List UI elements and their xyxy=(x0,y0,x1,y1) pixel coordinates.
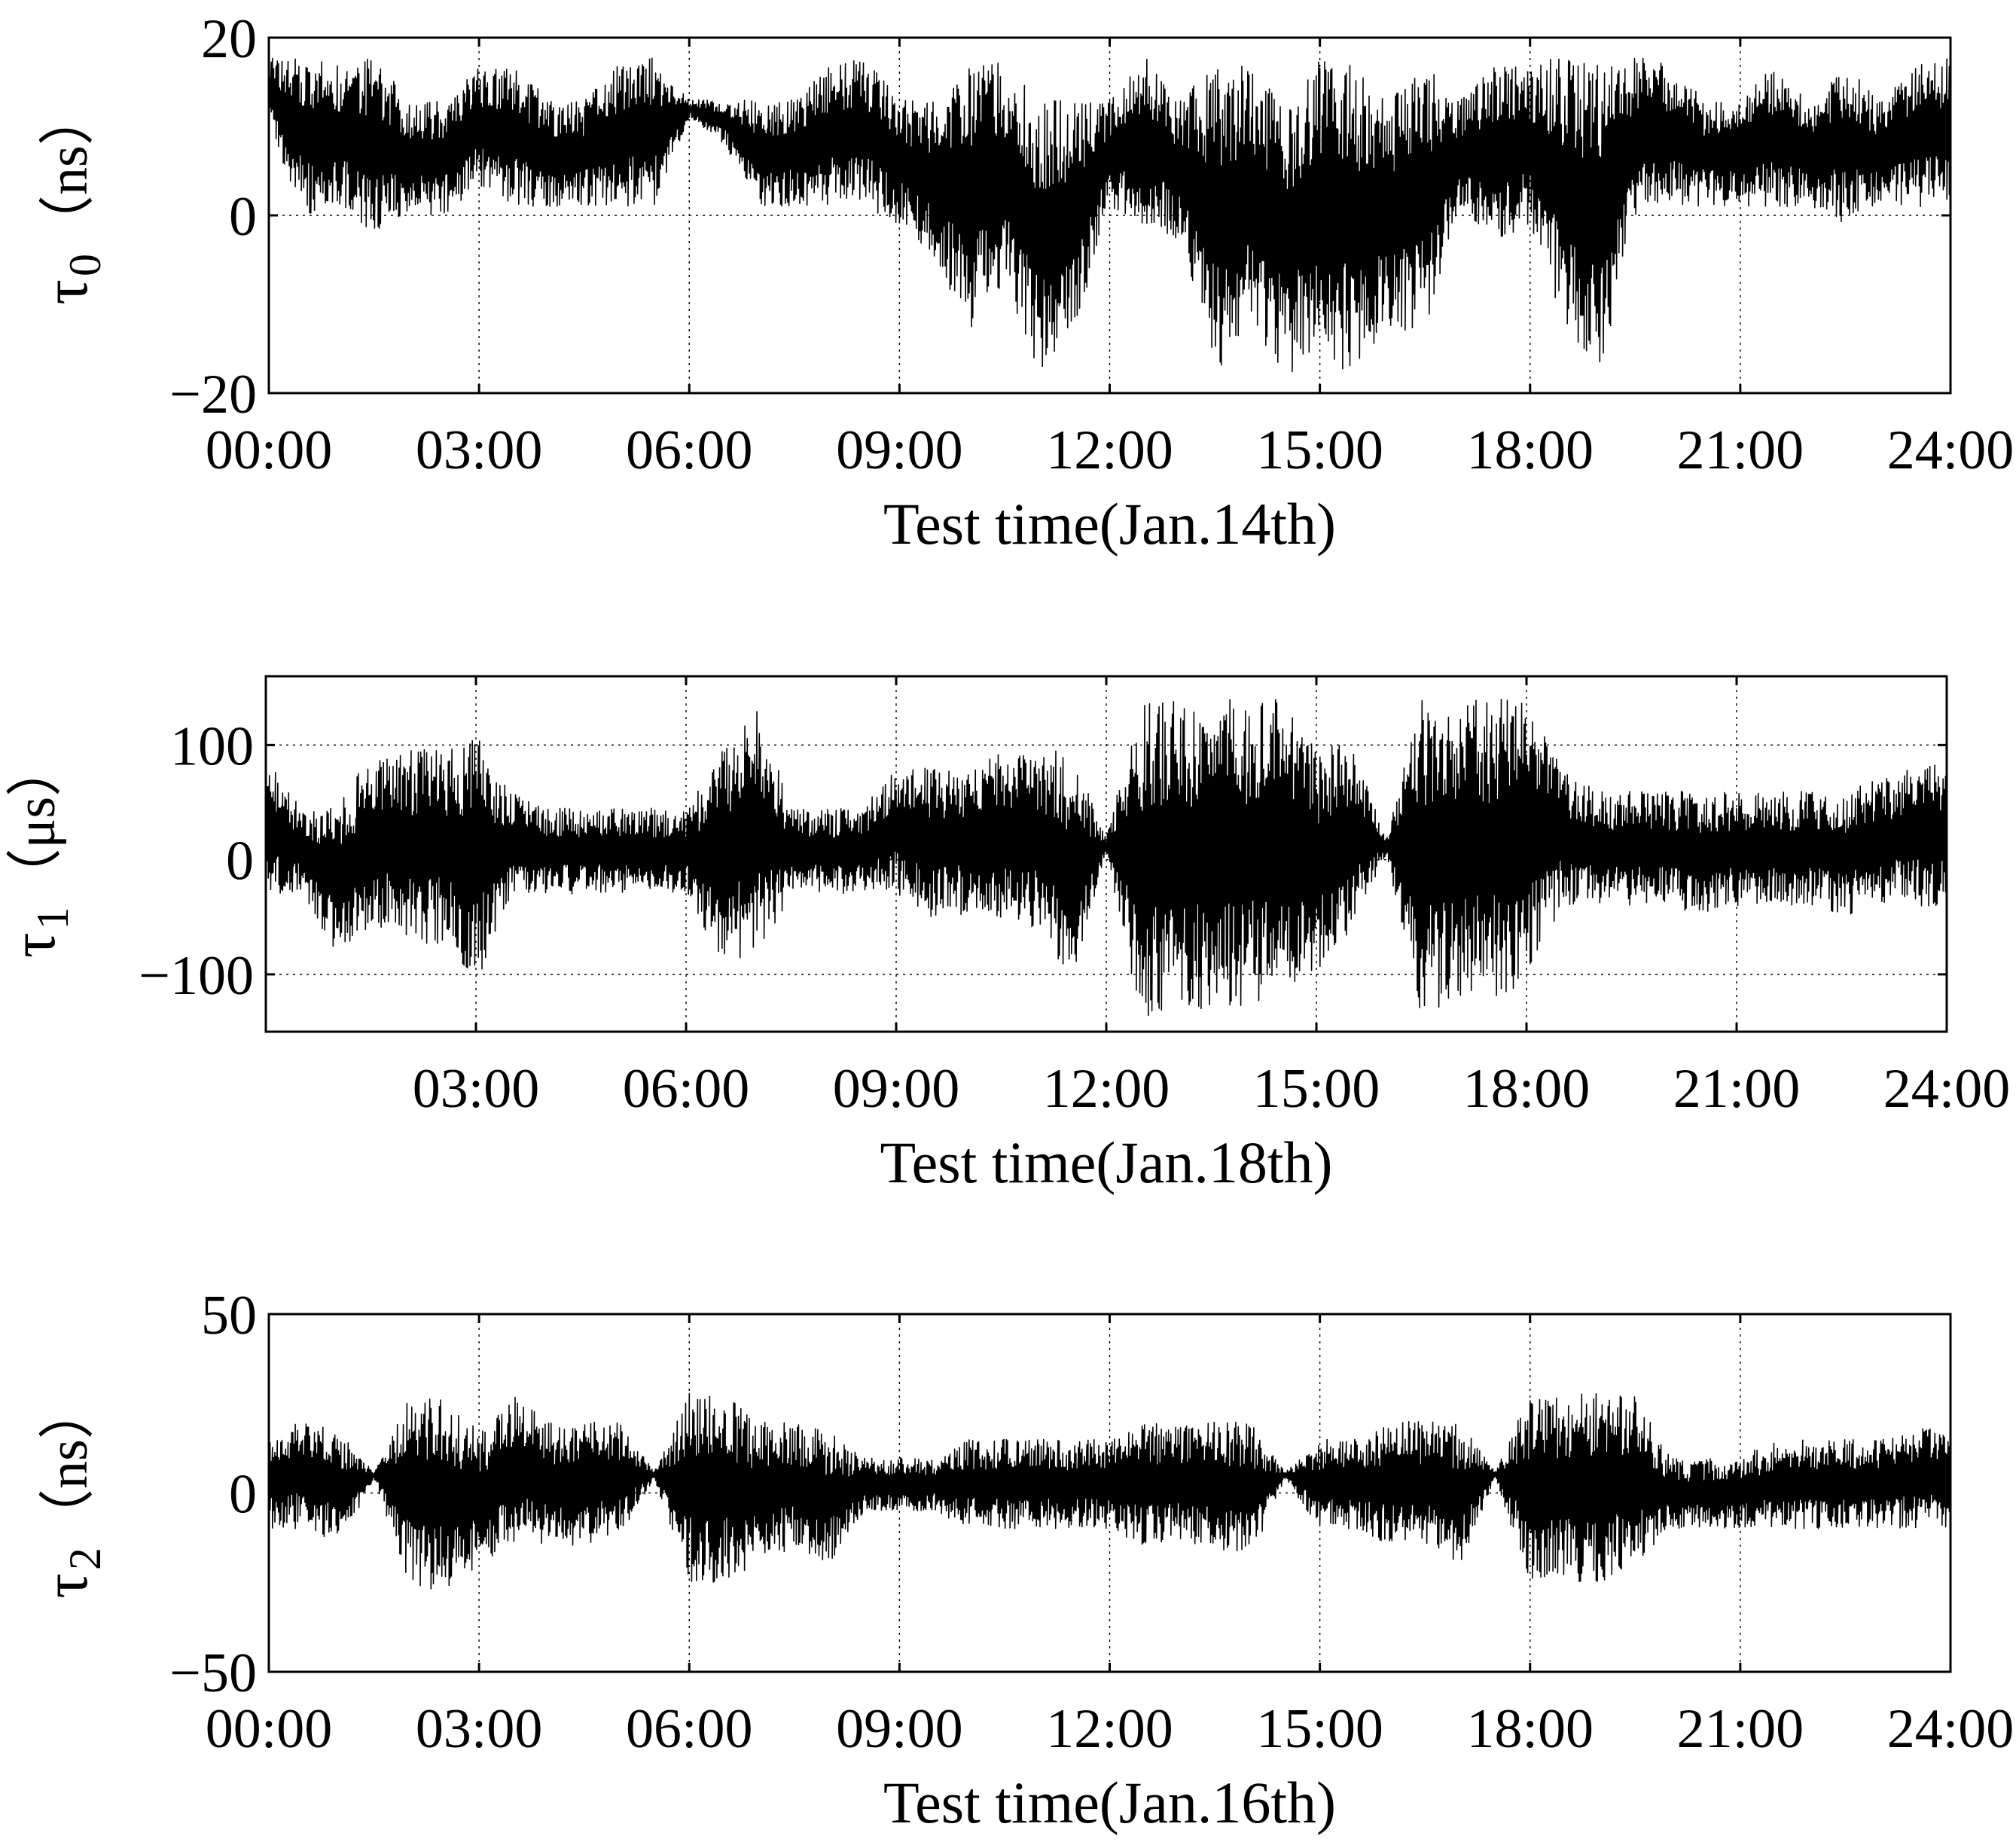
y-tick-label: 20 xyxy=(201,8,257,70)
y-axis-symbol: τ xyxy=(31,1573,101,1599)
y-axis-title: τ 0 （ns） xyxy=(31,90,110,305)
x-tick-label: 21:00 xyxy=(1677,419,1804,481)
x-tick-label: 15:00 xyxy=(1253,1058,1380,1120)
y-tick-labels: 50 0 −50 xyxy=(169,1285,257,1704)
y-tick-label: 0 xyxy=(229,186,257,248)
x-tick-label: 12:00 xyxy=(1046,419,1173,481)
grid xyxy=(269,38,1950,393)
x-tick-label: 06:00 xyxy=(626,1698,753,1760)
x-tick-labels: 00:00 03:00 06:00 09:00 12:00 15:00 18:00 21:00… xyxy=(206,1698,2014,1760)
x-tick-label: 12:00 xyxy=(1046,1698,1173,1760)
y-tick-labels: 20 0 −20 xyxy=(169,8,257,425)
x-tick-labels: 00:00 03:00 06:00 09:00 12:00 15:00 18:00 21:00… xyxy=(206,419,2014,481)
x-tick-label: 03:00 xyxy=(416,419,543,481)
x-tick-label: 03:00 xyxy=(413,1058,540,1120)
y-tick-label: −50 xyxy=(169,1642,257,1704)
x-tick-labels: 03:00 06:00 09:00 12:00 15:00 18:00 21:00 24:00 xyxy=(413,1058,2011,1120)
x-tick-label: 03:00 xyxy=(416,1698,543,1760)
x-tick-label: 00:00 xyxy=(206,1698,333,1760)
x-tick-label: 24:00 xyxy=(1887,419,2014,481)
x-tick-label: 24:00 xyxy=(1883,1058,2011,1120)
axis-ticks xyxy=(269,36,1950,395)
x-tick-label: 24:00 xyxy=(1887,1698,2014,1760)
x-tick-label: 21:00 xyxy=(1673,1058,1801,1120)
chart-panel-tau2: 50 0 −50 00:00 03:00 06:00 09:00 12:00 15:00 18:… xyxy=(31,1285,2014,1835)
x-tick-label: 15:00 xyxy=(1256,419,1383,481)
x-tick-label: 12:00 xyxy=(1043,1058,1170,1120)
x-axis-title: Test time(Jan.16th) xyxy=(883,1770,1336,1835)
x-tick-label: 18:00 xyxy=(1466,1698,1594,1760)
chart-panel-tau1: 100 0 −100 03:00 06:00 09:00 12:00 15:00 18:00 2… xyxy=(0,675,2011,1195)
x-axis-title: Test time(Jan.14th) xyxy=(883,491,1336,557)
x-tick-label: 09:00 xyxy=(836,1698,963,1760)
y-axis-title: τ 2 （ns） xyxy=(31,1383,110,1599)
x-tick-label: 06:00 xyxy=(626,419,753,481)
x-tick-label: 06:00 xyxy=(623,1058,750,1120)
y-tick-label: 100 xyxy=(170,715,254,777)
y-tick-labels: 100 0 −100 xyxy=(139,715,254,1007)
y-tick-label: 0 xyxy=(229,1464,257,1526)
series-trace-tau2 xyxy=(268,1392,1951,1590)
x-tick-label: 00:00 xyxy=(206,419,333,481)
x-tick-label: 18:00 xyxy=(1466,419,1594,481)
y-tick-label: −100 xyxy=(139,945,254,1007)
y-axis-unit: （ns） xyxy=(38,1383,99,1545)
y-axis-symbol: τ xyxy=(0,932,69,958)
y-axis-unit: （μs） xyxy=(5,741,67,904)
y-axis-subscript: 0 xyxy=(60,254,110,276)
series-trace-tau0 xyxy=(268,57,1951,373)
y-axis-title: τ 1 （μs） xyxy=(0,741,78,958)
series-trace-tau1 xyxy=(265,698,1947,1016)
y-axis-unit: （ns） xyxy=(38,90,99,251)
y-tick-label: −20 xyxy=(169,364,257,425)
x-tick-label: 21:00 xyxy=(1677,1698,1804,1760)
axis-ticks xyxy=(269,1313,1950,1673)
y-axis-symbol: τ xyxy=(31,279,101,305)
y-tick-label: 0 xyxy=(226,831,254,892)
x-tick-label: 15:00 xyxy=(1256,1698,1383,1760)
x-axis-title: Test time(Jan.18th) xyxy=(880,1130,1332,1195)
axis-ticks xyxy=(266,676,1947,1032)
y-axis-subscript: 2 xyxy=(60,1548,110,1570)
x-tick-label: 09:00 xyxy=(836,419,963,481)
chart-panel-tau0: 20 0 −20 00:00 03:00 06:00 09:00 12:00 15:00 18:… xyxy=(31,8,2014,557)
y-axis-subscript: 1 xyxy=(28,907,78,929)
x-tick-label: 18:00 xyxy=(1463,1058,1591,1120)
x-tick-label: 09:00 xyxy=(833,1058,960,1120)
y-tick-label: 50 xyxy=(201,1285,257,1346)
